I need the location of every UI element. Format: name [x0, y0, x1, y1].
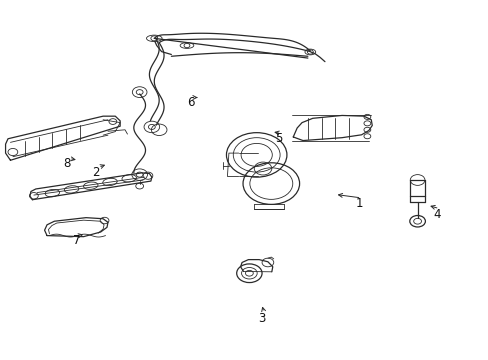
Text: 7: 7: [72, 234, 80, 247]
Text: 3: 3: [257, 311, 264, 325]
Text: 6: 6: [187, 96, 194, 109]
Text: 5: 5: [274, 132, 282, 145]
Text: 1: 1: [355, 197, 362, 210]
Text: 2: 2: [92, 166, 100, 179]
Text: 4: 4: [432, 208, 440, 221]
Text: 8: 8: [62, 157, 70, 170]
